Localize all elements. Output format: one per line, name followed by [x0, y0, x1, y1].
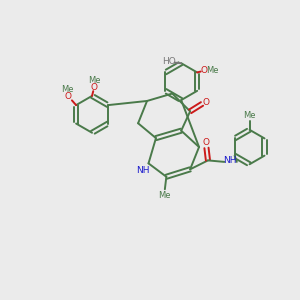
Text: O: O [200, 66, 207, 75]
Text: Me: Me [206, 66, 218, 75]
Text: HO: HO [162, 57, 176, 66]
Text: O: O [203, 98, 210, 107]
Text: Me: Me [243, 111, 256, 120]
Text: Me: Me [88, 76, 101, 85]
Text: NH: NH [136, 166, 150, 175]
Text: O: O [64, 92, 71, 101]
Text: Me: Me [61, 85, 74, 94]
Text: O: O [203, 138, 210, 147]
Text: O: O [91, 83, 98, 92]
Text: NH: NH [224, 157, 237, 166]
Text: Me: Me [159, 191, 171, 200]
